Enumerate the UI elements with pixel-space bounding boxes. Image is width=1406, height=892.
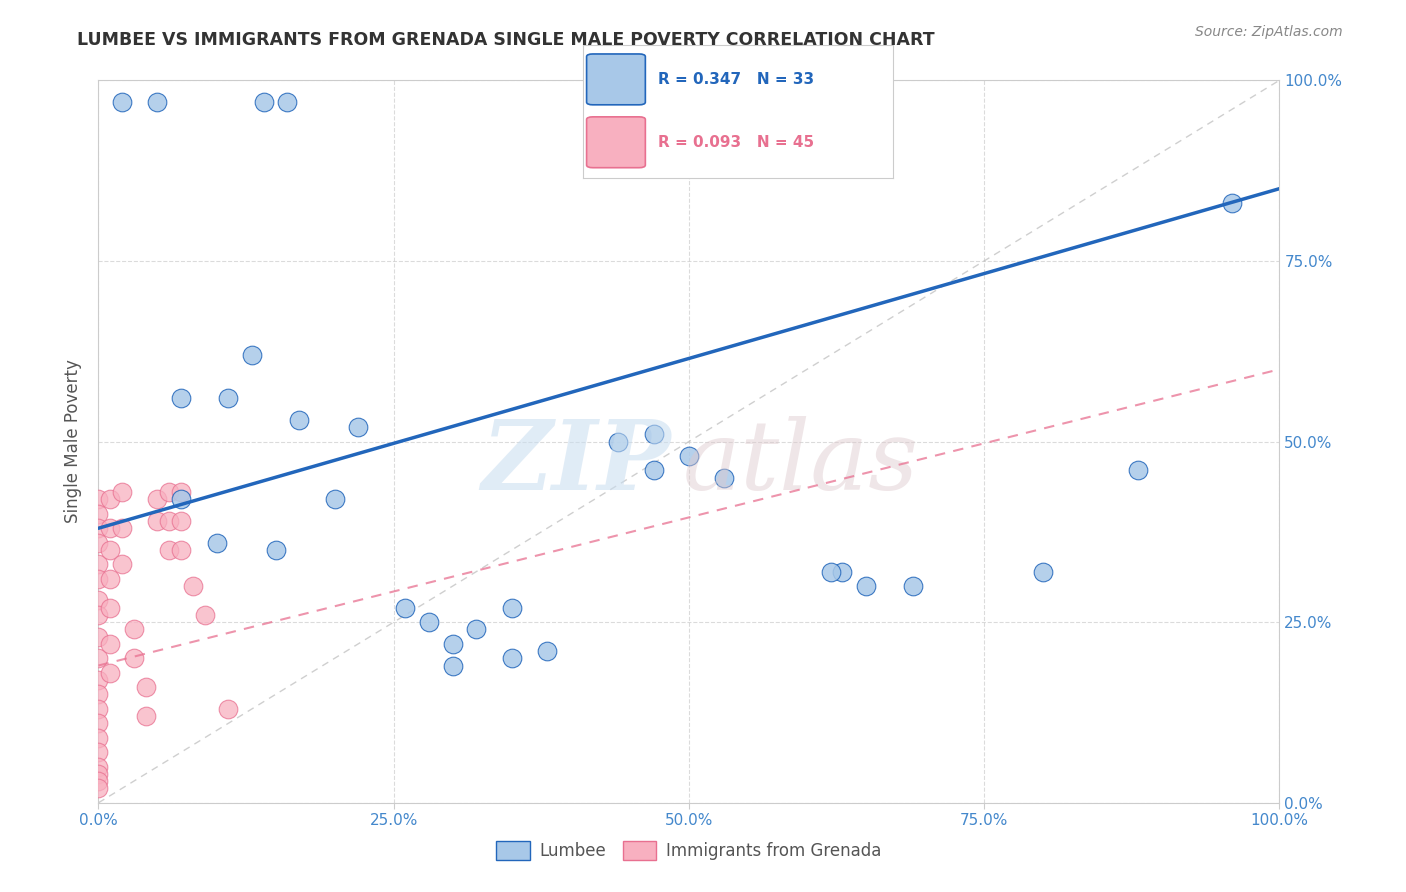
- Point: [87, 572, 110, 586]
- Point: [146, 514, 169, 528]
- Point: [323, 492, 346, 507]
- Point: [111, 558, 134, 572]
- Point: [98, 600, 121, 615]
- FancyBboxPatch shape: [586, 117, 645, 168]
- Point: [87, 760, 110, 774]
- Point: [87, 521, 110, 535]
- Point: [418, 615, 440, 630]
- Point: [87, 745, 110, 759]
- Text: Source: ZipAtlas.com: Source: ZipAtlas.com: [1195, 25, 1343, 39]
- Point: [170, 514, 193, 528]
- Point: [98, 542, 121, 557]
- Point: [205, 535, 228, 549]
- Point: [217, 702, 239, 716]
- Point: [394, 600, 416, 615]
- Point: [264, 542, 287, 557]
- Point: [643, 463, 665, 477]
- Point: [240, 348, 263, 362]
- Point: [87, 507, 110, 521]
- Point: [87, 673, 110, 687]
- Text: LUMBEE VS IMMIGRANTS FROM GRENADA SINGLE MALE POVERTY CORRELATION CHART: LUMBEE VS IMMIGRANTS FROM GRENADA SINGLE…: [77, 31, 935, 49]
- Text: R = 0.347   N = 33: R = 0.347 N = 33: [658, 72, 814, 87]
- Point: [98, 637, 121, 651]
- Point: [1220, 196, 1243, 211]
- Y-axis label: Single Male Poverty: Single Male Poverty: [65, 359, 83, 524]
- FancyBboxPatch shape: [586, 54, 645, 104]
- Text: ZIP: ZIP: [482, 417, 671, 510]
- Point: [135, 680, 157, 694]
- Point: [465, 623, 488, 637]
- Point: [87, 702, 110, 716]
- Point: [1032, 565, 1054, 579]
- Point: [194, 607, 217, 622]
- Point: [87, 781, 110, 796]
- Point: [831, 565, 853, 579]
- Point: [87, 716, 110, 731]
- Point: [713, 470, 735, 484]
- Point: [347, 420, 370, 434]
- Point: [1126, 463, 1149, 477]
- Text: atlas: atlas: [683, 417, 920, 510]
- Point: [253, 95, 276, 109]
- Point: [855, 579, 877, 593]
- Point: [170, 391, 193, 405]
- Point: [146, 492, 169, 507]
- Point: [678, 449, 700, 463]
- Point: [98, 521, 121, 535]
- Point: [903, 579, 925, 593]
- Point: [98, 665, 121, 680]
- Point: [170, 542, 193, 557]
- Point: [288, 413, 311, 427]
- Point: [146, 95, 169, 109]
- Point: [441, 637, 464, 651]
- Point: [217, 391, 239, 405]
- Point: [111, 521, 134, 535]
- Point: [170, 485, 193, 500]
- Point: [87, 767, 110, 781]
- Point: [170, 492, 193, 507]
- Point: [501, 600, 523, 615]
- Point: [501, 651, 523, 665]
- Point: [87, 651, 110, 665]
- Point: [98, 572, 121, 586]
- Point: [181, 579, 204, 593]
- Point: [607, 434, 630, 449]
- Point: [87, 731, 110, 745]
- Point: [157, 514, 180, 528]
- Point: [157, 542, 180, 557]
- Point: [276, 95, 298, 109]
- Point: [820, 565, 842, 579]
- Point: [98, 492, 121, 507]
- Point: [111, 485, 134, 500]
- Point: [135, 709, 157, 723]
- Point: [87, 558, 110, 572]
- Text: R = 0.093   N = 45: R = 0.093 N = 45: [658, 135, 814, 150]
- Point: [87, 687, 110, 701]
- Point: [87, 630, 110, 644]
- Point: [111, 95, 134, 109]
- Point: [536, 644, 558, 658]
- Point: [441, 658, 464, 673]
- Point: [87, 607, 110, 622]
- Point: [122, 623, 145, 637]
- Point: [122, 651, 145, 665]
- Point: [157, 485, 180, 500]
- Point: [87, 492, 110, 507]
- Legend: Lumbee, Immigrants from Grenada: Lumbee, Immigrants from Grenada: [489, 834, 889, 867]
- Point: [87, 593, 110, 607]
- Point: [643, 427, 665, 442]
- Point: [87, 535, 110, 549]
- Point: [87, 774, 110, 789]
